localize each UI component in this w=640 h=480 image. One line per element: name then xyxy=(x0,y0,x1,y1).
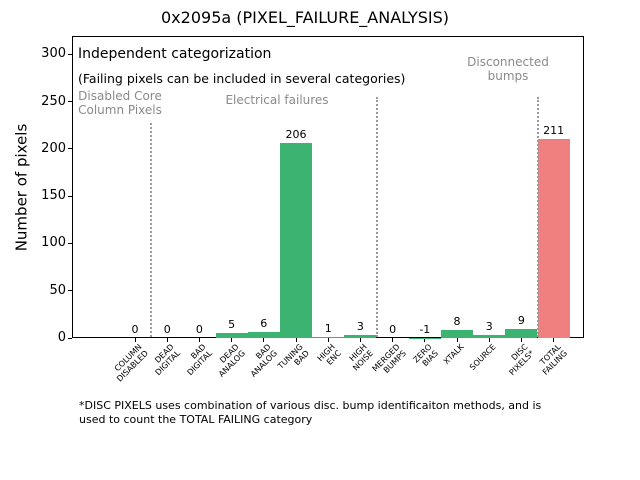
x-tick-mark xyxy=(263,338,265,342)
plot-area xyxy=(72,36,584,338)
x-tick-mark xyxy=(231,338,233,342)
annotation-failing-pixels-note: (Failing pixels can be included in sever… xyxy=(78,71,406,86)
chart-title: 0x2095a (PIXEL_FAILURE_ANALYSIS) xyxy=(161,8,449,27)
bar xyxy=(408,338,441,339)
footnote: *DISC PIXELS uses combination of various… xyxy=(79,399,542,426)
x-tick-mark xyxy=(166,338,168,342)
x-tick-mark xyxy=(424,338,426,342)
y-tick-label: 0 xyxy=(57,330,66,345)
x-tick-mark xyxy=(295,338,297,342)
x-tick-mark xyxy=(488,338,490,342)
x-tick-mark xyxy=(134,338,136,342)
annotation-independent-categorization: Independent categorization xyxy=(78,46,272,62)
x-tick-mark xyxy=(392,338,394,342)
x-tick-mark xyxy=(553,338,555,342)
x-tick-mark xyxy=(359,338,361,342)
y-tick-label: 250 xyxy=(41,93,66,109)
y-tick-label: 100 xyxy=(41,235,66,251)
y-axis-label: Number of pixels xyxy=(12,123,31,252)
section-label-disconnected-bumps: Disconnected bumps xyxy=(467,55,549,83)
y-tick-label: 200 xyxy=(41,140,66,156)
x-tick-mark xyxy=(198,338,200,342)
x-tick-mark xyxy=(327,338,329,342)
x-tick-mark xyxy=(456,338,458,342)
section-label-electrical-failures: Electrical failures xyxy=(225,93,329,107)
section-label-disabled-core-column-pixels: Disabled Core Column Pixels xyxy=(78,89,162,117)
y-tick-label: 150 xyxy=(41,188,66,204)
y-tick-label: 50 xyxy=(49,282,66,298)
x-tick-mark xyxy=(520,338,522,342)
y-tick-label: 300 xyxy=(41,46,66,62)
